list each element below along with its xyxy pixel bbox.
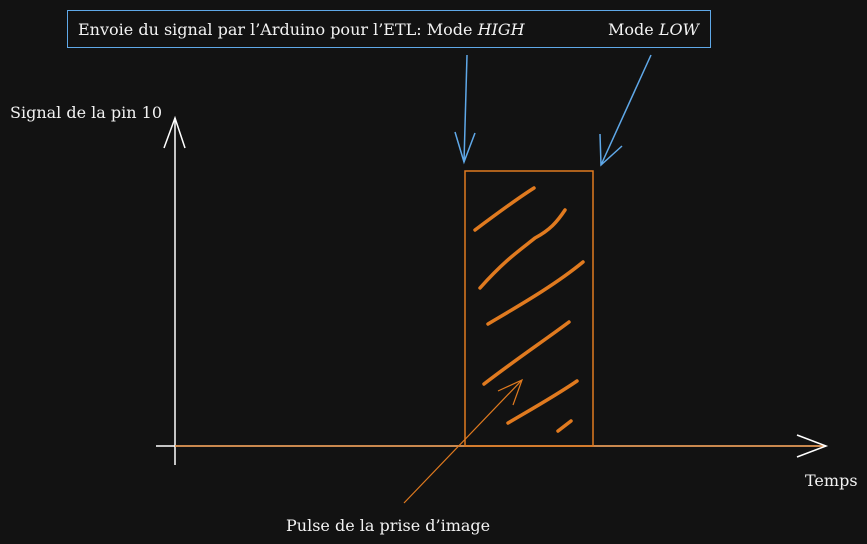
caption-low-text: Mode LOW <box>608 20 699 39</box>
y-axis-label: Signal de la pin 10 <box>10 103 163 122</box>
low-mode-arrow <box>599 54 652 167</box>
caption-box <box>67 10 711 48</box>
pulse-label: Pulse de la prise d’image <box>286 516 491 535</box>
hatch-stroke <box>482 320 571 386</box>
x-axis-label: Temps <box>805 471 858 490</box>
caption-text: Envoie du signal par l’Arduino pour l’ET… <box>78 20 525 39</box>
hatch-stroke <box>556 419 573 433</box>
hatch-stroke <box>473 186 536 232</box>
caption-low-prefix: Mode <box>608 20 659 39</box>
x-axis-arrowhead <box>796 434 829 458</box>
hatch-stroke <box>486 260 585 326</box>
pulse-rectangle <box>464 170 594 447</box>
caption-low-mode: LOW <box>658 20 699 39</box>
y-axis-arrowhead <box>163 115 186 149</box>
hatch-stroke <box>478 208 567 290</box>
caption-prefix: Envoie du signal par l’Arduino pour l’ET… <box>78 20 478 39</box>
pulse-annotation-arrow <box>403 378 524 504</box>
high-mode-arrow <box>454 54 476 165</box>
caption-high-mode: HIGH <box>477 20 525 39</box>
hatch-stroke <box>506 379 579 425</box>
pulse-hatching <box>473 186 585 433</box>
